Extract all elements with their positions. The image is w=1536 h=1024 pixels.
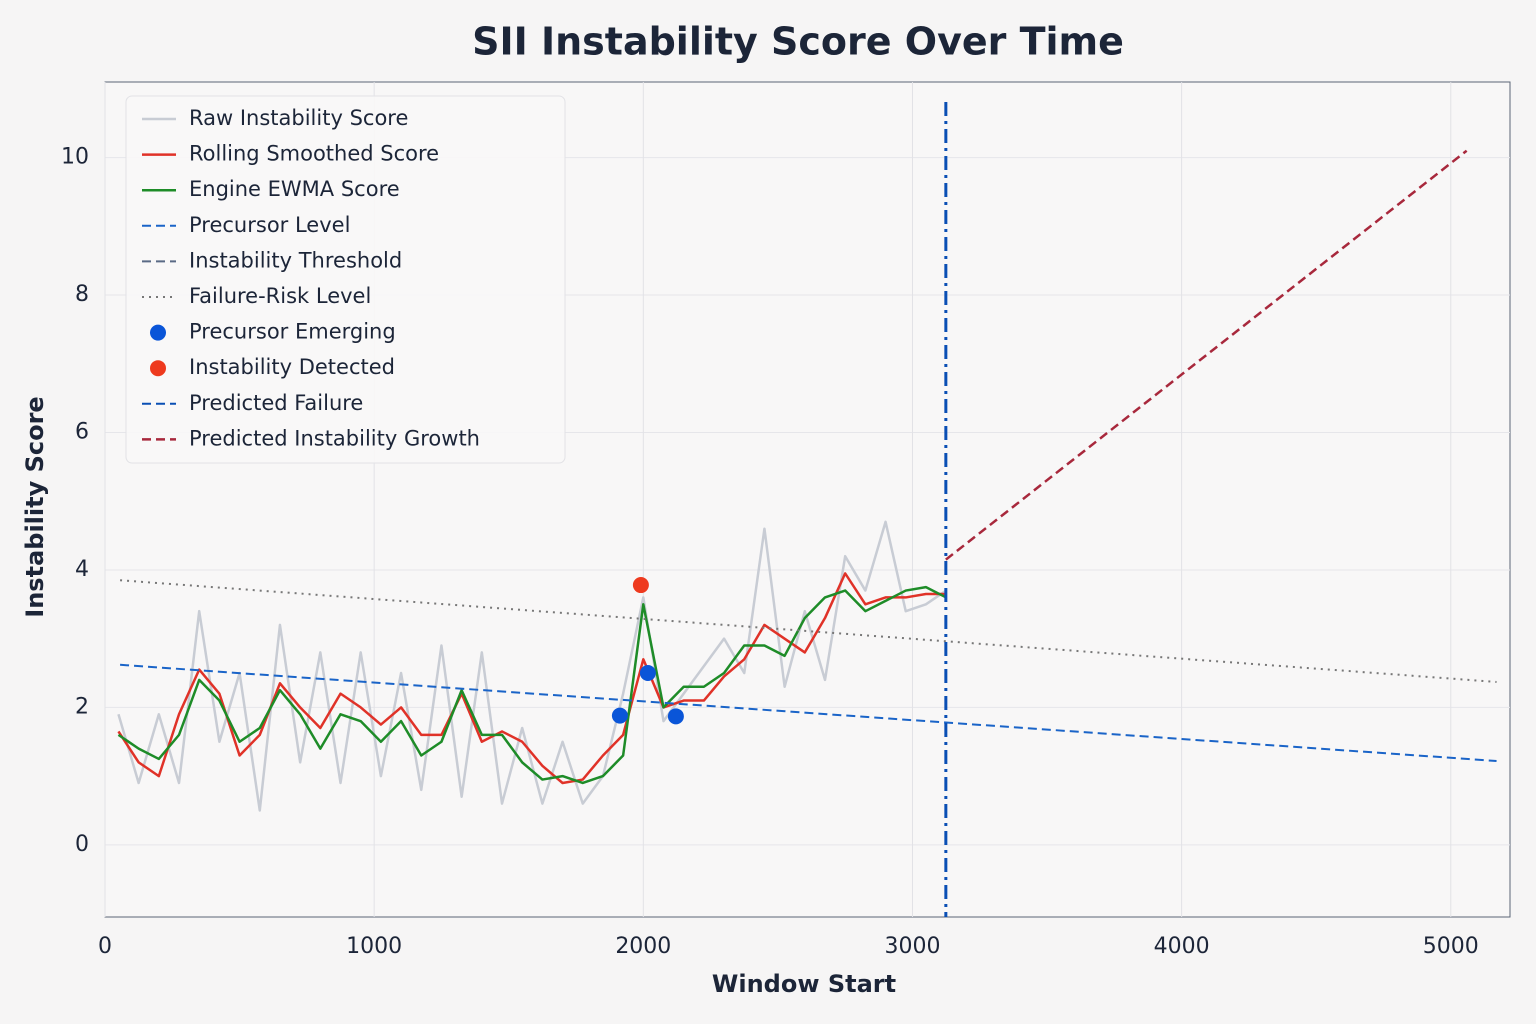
series-line <box>117 572 947 785</box>
y-tick-label: 0 <box>75 832 89 857</box>
legend-box <box>125 95 566 464</box>
legend-label: Predicted Instability Growth <box>189 426 480 450</box>
y-tick-label: 4 <box>75 557 89 582</box>
y-tick-label: 2 <box>75 694 89 719</box>
x-tick-label: 3000 <box>884 934 940 959</box>
legend-label: Instability Detected <box>189 355 395 379</box>
y-tick-label: 10 <box>61 145 89 170</box>
legend-label: Raw Instability Score <box>189 106 408 130</box>
event-marker <box>639 665 656 682</box>
event-marker <box>632 577 649 594</box>
series-line <box>945 149 1468 561</box>
series-line <box>117 520 947 812</box>
y-axis-label: Instability Score <box>21 396 49 617</box>
chart-title: SII Instability Score Over Time <box>472 20 1124 64</box>
legend-marker <box>150 360 166 377</box>
series-line <box>117 585 947 785</box>
legend-label: Precursor Emerging <box>189 320 396 344</box>
legend-label: Instability Threshold <box>189 248 402 272</box>
legend-label: Rolling Smoothed Score <box>189 142 439 166</box>
y-tick-label: 6 <box>75 419 89 444</box>
legend-label: Precursor Level <box>189 213 350 237</box>
legend-marker <box>150 324 166 341</box>
event-marker <box>611 707 628 724</box>
legend-label: Predicted Failure <box>189 391 363 415</box>
legend-label: Failure-Risk Level <box>189 284 371 308</box>
legend-label: Engine EWMA Score <box>189 177 400 201</box>
x-tick-label: 0 <box>98 934 112 959</box>
x-axis-label: Window Start <box>712 970 896 998</box>
x-tick-label: 4000 <box>1154 934 1210 959</box>
x-tick-label: 5000 <box>1423 934 1479 959</box>
y-tick-label: 8 <box>75 282 89 307</box>
x-tick-label: 1000 <box>346 934 402 959</box>
event-marker <box>667 708 684 725</box>
series-line <box>120 663 1497 762</box>
x-tick-label: 2000 <box>615 934 671 959</box>
